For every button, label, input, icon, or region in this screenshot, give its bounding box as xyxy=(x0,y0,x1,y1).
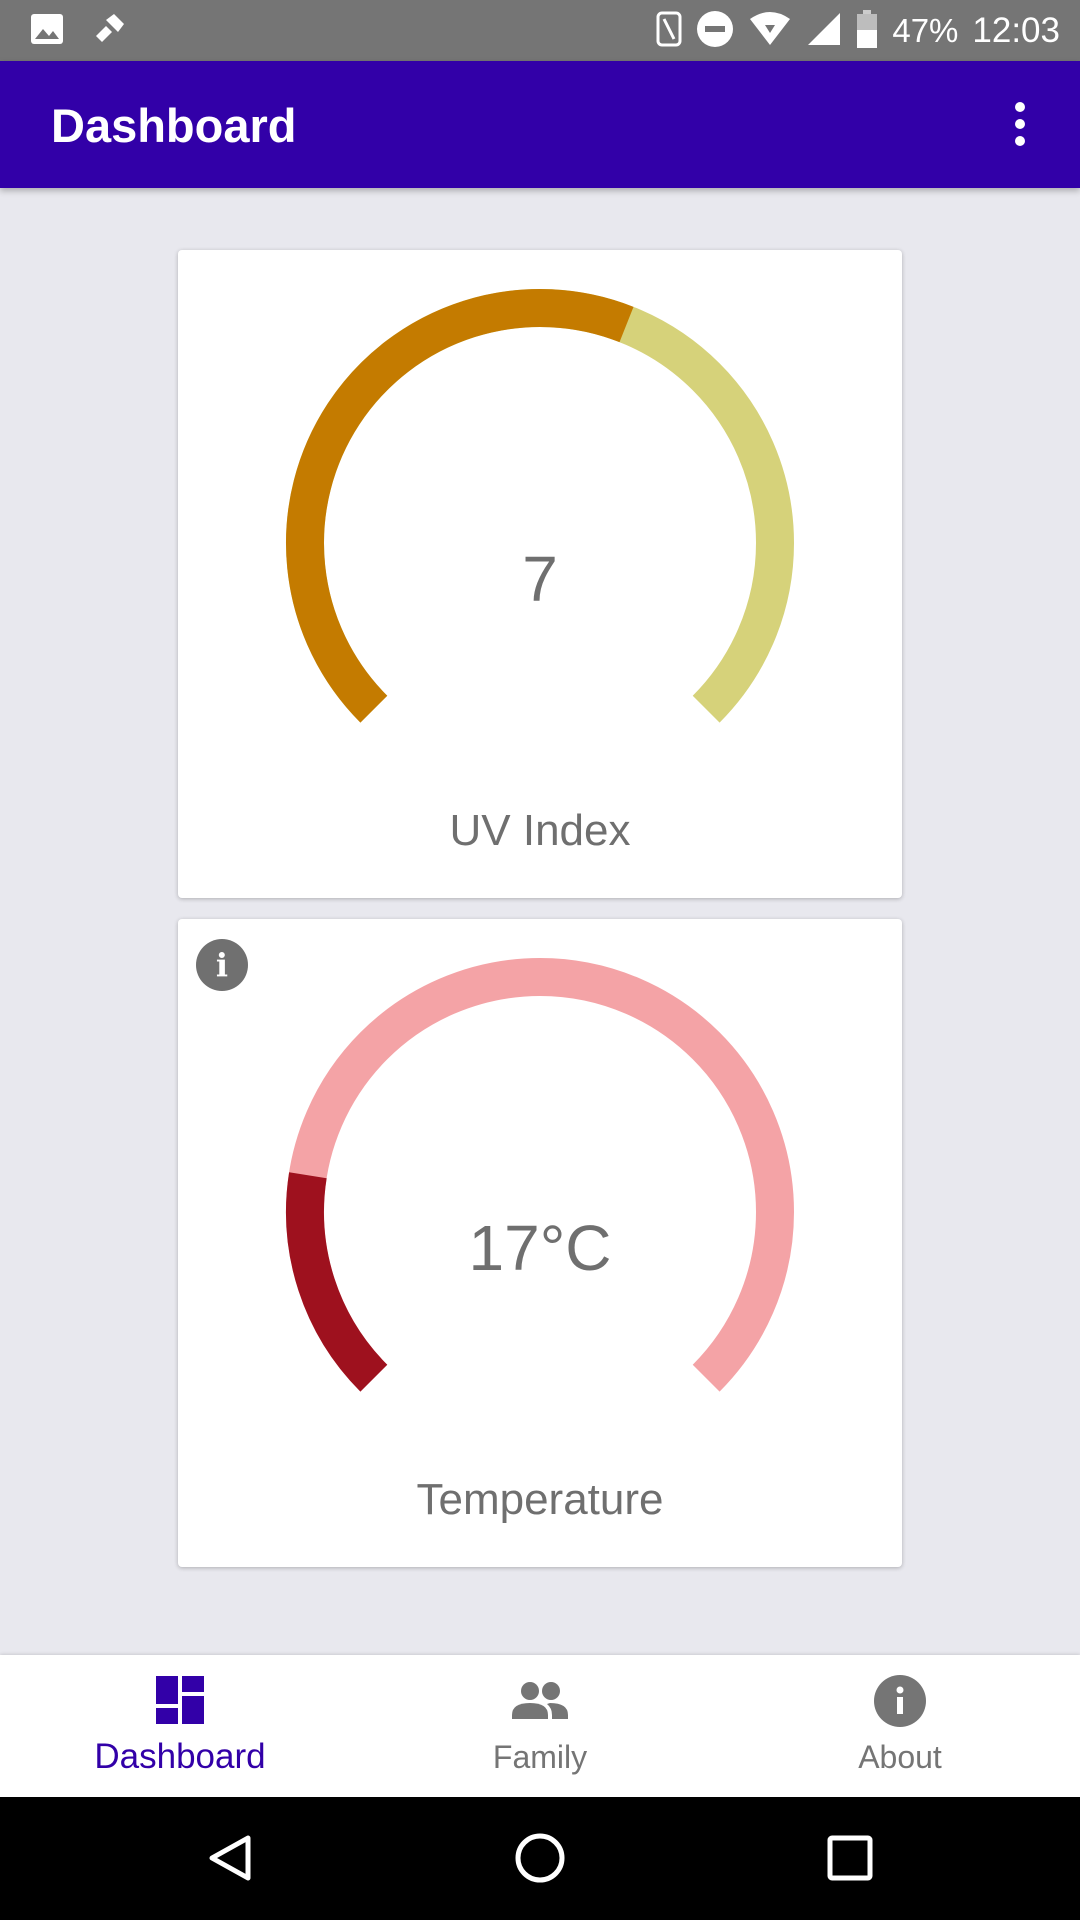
app-bar: Dashboard xyxy=(0,61,1080,188)
uv-index-value: 7 xyxy=(522,543,558,615)
gauge-fill xyxy=(286,289,634,723)
more-vert-icon[interactable] xyxy=(990,91,1050,157)
uv-gauge xyxy=(286,289,794,723)
gauge-track xyxy=(286,958,794,1392)
nav-about[interactable]: About xyxy=(720,1655,1080,1797)
uv-index-label: UV Index xyxy=(449,806,631,855)
status-bar: 47% 12:03 xyxy=(0,0,1080,61)
page-title: Dashboard xyxy=(51,99,297,152)
signal-icon xyxy=(806,11,842,52)
nav-family[interactable]: Family xyxy=(360,1655,720,1797)
nfc-icon xyxy=(656,11,682,52)
dashboard-icon xyxy=(156,1676,204,1724)
temperature-label: Temperature xyxy=(416,1475,664,1524)
gauge-fill xyxy=(286,1172,388,1392)
clock: 12:03 xyxy=(972,11,1060,50)
home-icon[interactable] xyxy=(510,1828,570,1888)
recents-icon[interactable] xyxy=(820,1828,880,1888)
back-icon[interactable] xyxy=(200,1828,260,1888)
uv-index-card[interactable]: 7 UV Index xyxy=(178,250,902,898)
wifi-icon xyxy=(748,11,792,52)
tool-icon xyxy=(92,12,126,51)
image-icon xyxy=(30,13,64,50)
battery-icon xyxy=(856,9,878,53)
bottom-navigation: Dashboard Family About xyxy=(0,1655,1080,1797)
nav-about-label: About xyxy=(858,1739,942,1775)
temperature-gauge xyxy=(286,958,794,1392)
nav-dashboard-label: Dashboard xyxy=(94,1737,266,1776)
do-not-disturb-icon xyxy=(696,10,734,53)
people-icon xyxy=(512,1682,568,1719)
system-navigation-bar xyxy=(0,1797,1080,1920)
temperature-card[interactable]: i 17°C Temperature xyxy=(178,919,902,1567)
info-icon[interactable]: i xyxy=(196,939,248,991)
battery-percent: 47% xyxy=(892,12,959,49)
nav-dashboard[interactable]: Dashboard xyxy=(0,1655,360,1797)
nav-family-label: Family xyxy=(492,1739,588,1775)
temperature-value: 17°C xyxy=(468,1212,612,1284)
info-icon xyxy=(874,1675,926,1727)
